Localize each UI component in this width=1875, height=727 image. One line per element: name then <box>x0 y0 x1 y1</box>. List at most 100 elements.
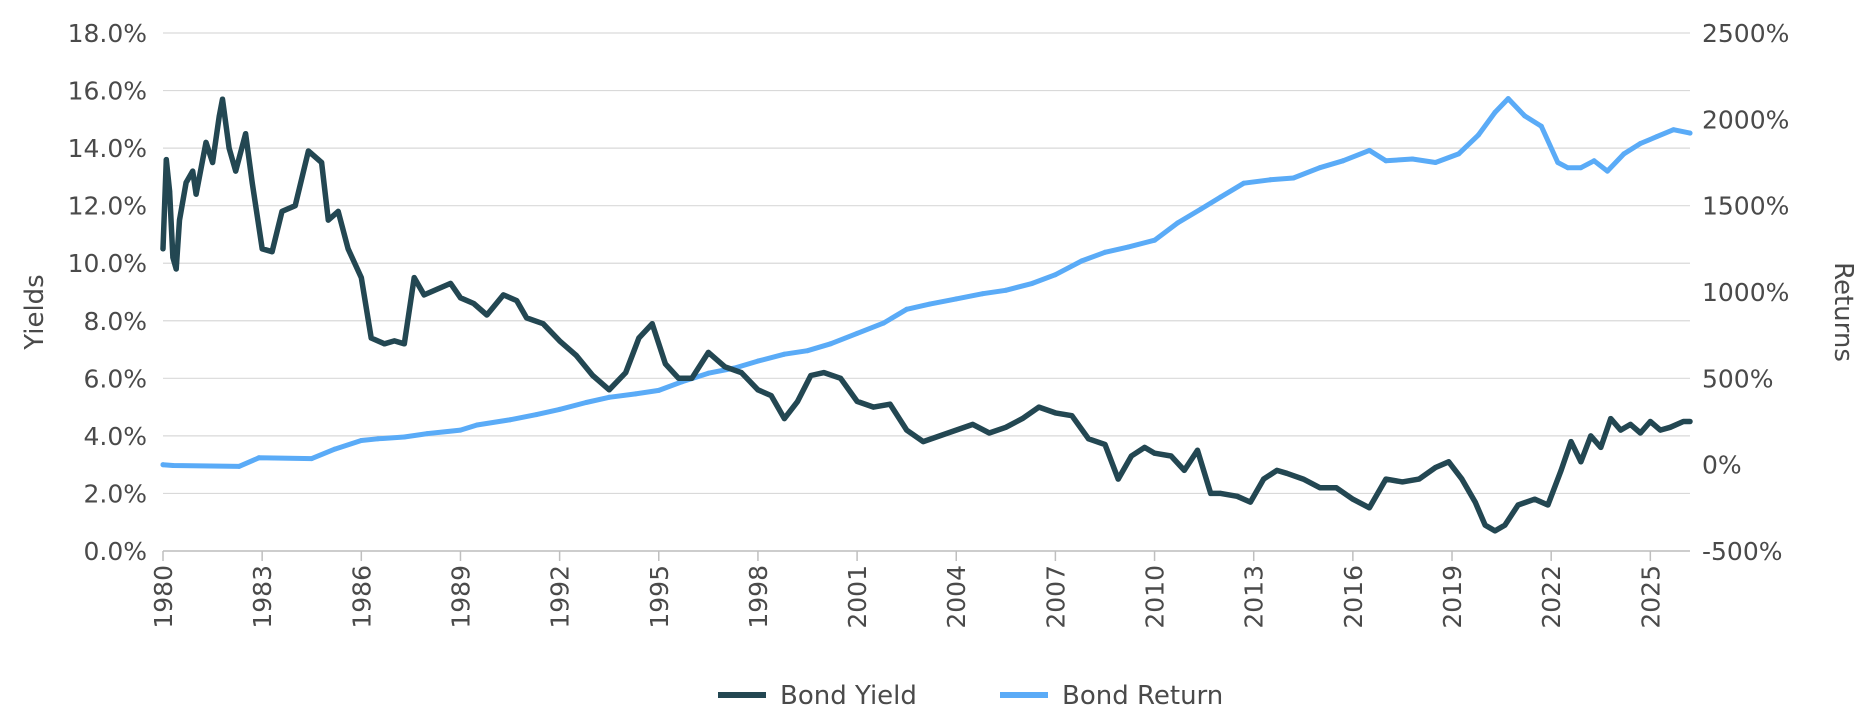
data-point <box>828 341 834 347</box>
left-tick-label: 8.0% <box>83 307 147 336</box>
legend: Bond Yield Bond Return <box>718 681 1223 711</box>
data-point <box>1274 467 1280 473</box>
data-point <box>1267 177 1273 183</box>
data-point <box>256 455 262 461</box>
data-point <box>953 296 959 302</box>
data-point <box>649 321 655 327</box>
data-point <box>970 421 976 427</box>
data-point <box>193 191 199 197</box>
data-point <box>163 157 169 163</box>
data-point <box>1019 416 1025 422</box>
data-point <box>236 463 242 469</box>
data-point <box>249 180 255 186</box>
data-point <box>1290 175 1296 181</box>
data-point <box>755 358 761 364</box>
left-tick-label: 4.0% <box>83 422 147 451</box>
data-point <box>1538 123 1544 129</box>
data-point <box>795 398 801 404</box>
data-point <box>173 266 179 272</box>
data-point <box>243 131 249 137</box>
right-tick-label: -500% <box>1702 537 1783 566</box>
data-point <box>358 438 364 443</box>
data-point <box>1102 249 1108 255</box>
x-tick-label: 2022 <box>1537 565 1566 629</box>
data-point <box>401 341 407 347</box>
data-point <box>226 145 232 151</box>
data-point <box>980 291 986 297</box>
data-point <box>1366 505 1372 511</box>
data-point <box>540 321 546 327</box>
data-point <box>1168 453 1174 459</box>
data-point <box>781 416 787 422</box>
data-point <box>1654 134 1660 140</box>
data-point <box>160 246 166 252</box>
x-tick-label: 2016 <box>1339 565 1368 629</box>
data-point <box>167 188 173 194</box>
data-point <box>927 301 933 307</box>
data-point <box>471 301 477 306</box>
data-point <box>986 430 992 436</box>
data-point <box>1036 404 1042 410</box>
data-point <box>1052 410 1058 416</box>
data-point <box>1598 444 1604 450</box>
data-point <box>1433 160 1438 165</box>
data-point <box>1433 465 1438 470</box>
data-point <box>920 439 926 445</box>
data-point <box>534 412 539 418</box>
data-point <box>755 387 761 393</box>
data-point <box>1399 479 1405 485</box>
x-tick-label: 1983 <box>248 565 277 629</box>
data-point <box>573 352 579 358</box>
data-point <box>160 462 166 468</box>
data-point <box>514 298 520 304</box>
data-point <box>1029 280 1035 286</box>
data-point <box>1102 442 1108 447</box>
x-tick-label: 1998 <box>744 565 773 629</box>
data-point <box>1472 499 1478 505</box>
data-point <box>1502 522 1508 528</box>
right-tick-label: 2000% <box>1702 105 1789 134</box>
data-point <box>1383 476 1389 482</box>
data-point <box>1492 528 1498 534</box>
data-point <box>1647 419 1653 424</box>
data-point <box>636 335 642 341</box>
data-point <box>203 139 209 145</box>
data-point <box>1125 244 1131 250</box>
series-points-bond-yield <box>160 96 1693 534</box>
data-point <box>1052 272 1058 278</box>
data-point <box>1086 436 1091 442</box>
data-point <box>170 463 176 468</box>
data-point <box>781 351 787 357</box>
data-point <box>1588 433 1594 439</box>
data-point <box>1340 158 1346 164</box>
data-point <box>1128 453 1134 459</box>
data-point <box>633 391 639 397</box>
x-tick-label: 2019 <box>1438 565 1467 629</box>
x-tick-label: 1992 <box>546 565 575 629</box>
data-point <box>1482 522 1488 528</box>
data-point <box>1687 419 1693 424</box>
data-point <box>358 275 364 281</box>
data-point <box>391 338 397 344</box>
right-tick-label: 500% <box>1702 364 1773 393</box>
data-point <box>662 361 668 367</box>
data-point <box>1604 168 1610 174</box>
right-tick-label: 1500% <box>1702 192 1789 221</box>
data-point <box>1234 493 1240 499</box>
data-point <box>279 208 285 214</box>
x-tick-label: 2004 <box>942 565 971 629</box>
data-point <box>292 203 298 209</box>
data-point <box>1069 413 1075 419</box>
data-point <box>1317 485 1323 491</box>
data-point <box>259 246 265 252</box>
data-point <box>590 373 596 378</box>
series-line-bond-yield <box>160 96 1693 534</box>
data-point <box>1241 180 1247 186</box>
x-axis: 1980 1983 1986 1989 1992 1995 1998 2001 2004 2007… <box>149 550 1690 629</box>
data-point <box>1680 419 1686 424</box>
left-tick-label: 14.0% <box>68 134 147 163</box>
x-tick-label: 1995 <box>645 565 674 629</box>
data-point <box>1505 96 1511 102</box>
right-tick-label: 2500% <box>1702 19 1789 48</box>
data-point <box>1175 220 1181 226</box>
